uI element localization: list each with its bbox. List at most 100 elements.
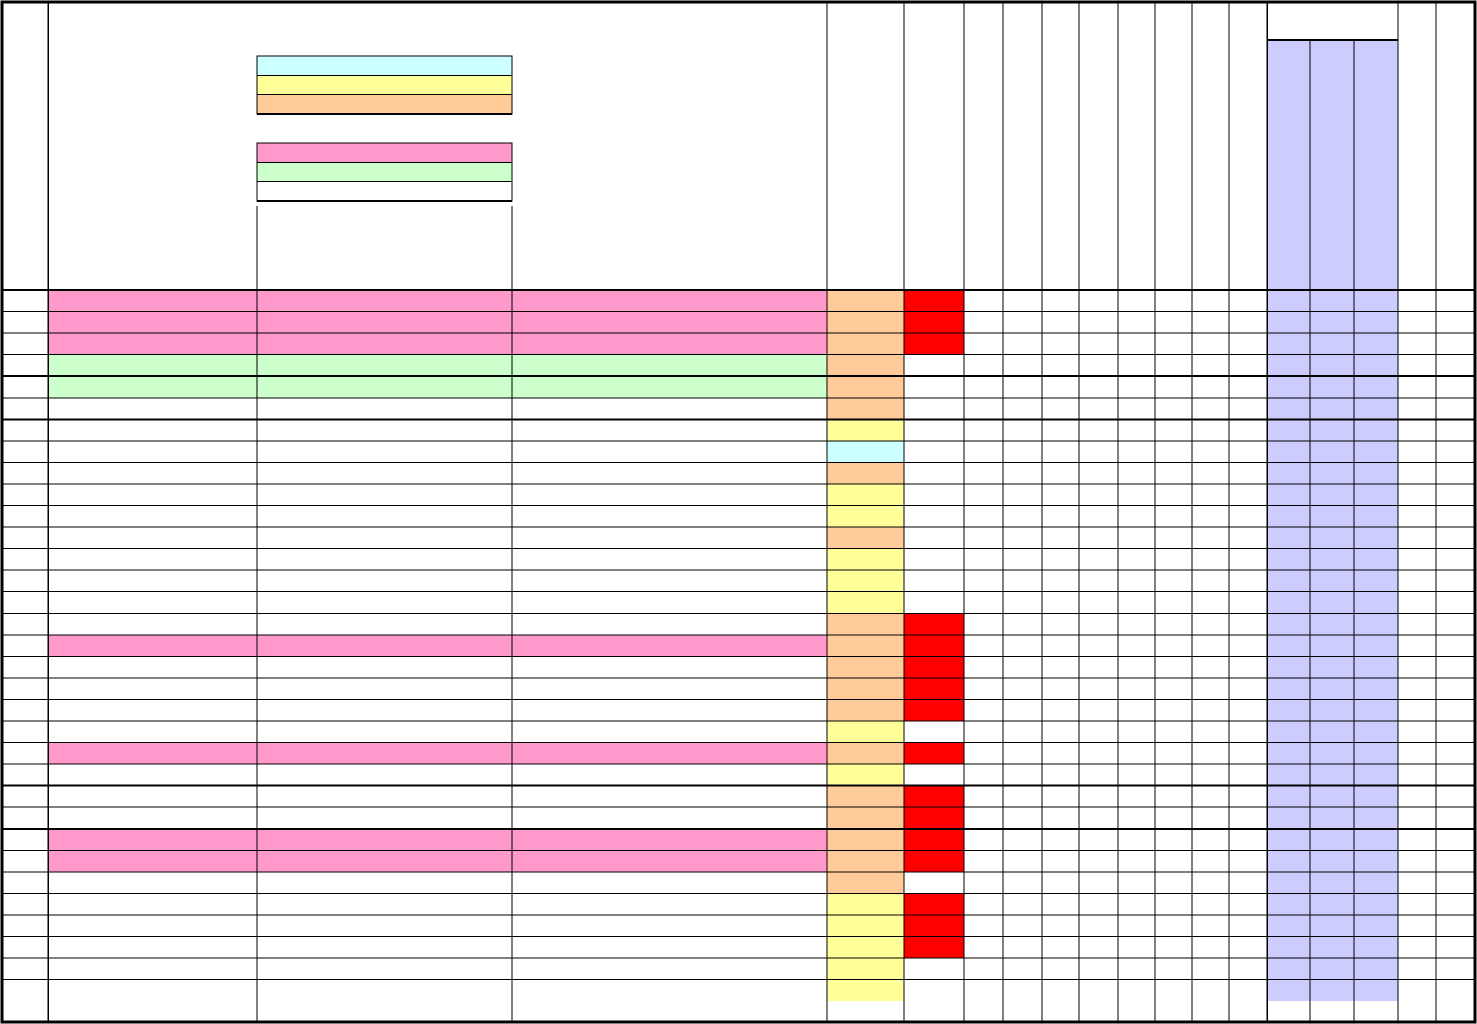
lavender-cell[interactable]: [1267, 850, 1398, 872]
status-cell[interactable]: [827, 462, 904, 484]
status-cell[interactable]: [827, 979, 904, 1002]
status-cell[interactable]: [827, 699, 904, 721]
lavender-cell[interactable]: [1267, 376, 1398, 398]
flag-cell[interactable]: [904, 785, 964, 808]
status-cell[interactable]: [827, 871, 904, 894]
status-cell[interactable]: [827, 397, 904, 420]
lavender-cell[interactable]: [1267, 462, 1398, 484]
legend-swatch-green: [257, 162, 512, 182]
lavender-cell[interactable]: [1267, 764, 1398, 786]
lavender-cell[interactable]: [1267, 419, 1398, 441]
row-band-cell[interactable]: [48, 354, 827, 377]
flag-cell[interactable]: [904, 311, 964, 334]
status-cell[interactable]: [827, 634, 904, 657]
lavender-cell[interactable]: [1267, 807, 1398, 829]
lavender-cell[interactable]: [1267, 958, 1398, 980]
status-cell[interactable]: [827, 527, 904, 549]
lavender-cell[interactable]: [1267, 721, 1398, 743]
flag-cell[interactable]: [904, 936, 964, 959]
lavender-cell[interactable]: [1267, 828, 1398, 851]
flag-cell[interactable]: [904, 742, 964, 765]
status-cell[interactable]: [827, 828, 904, 851]
row-band-cell[interactable]: [48, 311, 827, 334]
row-band-cell[interactable]: [48, 828, 827, 851]
row-band-cell[interactable]: [48, 742, 827, 765]
legend-swatch-orange: [257, 94, 512, 114]
status-cell[interactable]: [827, 656, 904, 678]
lavender-cell[interactable]: [1267, 397, 1398, 420]
flag-cell[interactable]: [904, 333, 964, 355]
lavender-cell[interactable]: [1267, 591, 1398, 614]
lavender-cell[interactable]: [1267, 634, 1398, 657]
row-band-cell[interactable]: [48, 376, 827, 398]
lavender-cell[interactable]: [1267, 914, 1398, 937]
lavender-cell[interactable]: [1267, 785, 1398, 808]
flag-cell[interactable]: [904, 807, 964, 829]
lavender-cell[interactable]: [1267, 311, 1398, 334]
flag-cell[interactable]: [904, 914, 964, 937]
status-cell[interactable]: [827, 354, 904, 377]
status-cell[interactable]: [827, 893, 904, 915]
status-cell[interactable]: [827, 591, 904, 614]
status-cell[interactable]: [827, 721, 904, 743]
status-cell[interactable]: [827, 936, 904, 959]
row-band-cell[interactable]: [48, 333, 827, 355]
legend-swatch-cyan: [257, 56, 512, 76]
status-cell[interactable]: [827, 958, 904, 980]
status-cell[interactable]: [827, 376, 904, 398]
status-cell[interactable]: [827, 850, 904, 872]
lavender-cell[interactable]: [1267, 505, 1398, 528]
lavender-cell[interactable]: [1267, 699, 1398, 721]
flag-cell[interactable]: [904, 699, 964, 721]
status-cell[interactable]: [827, 440, 904, 463]
row-band-cell[interactable]: [48, 850, 827, 872]
lavender-cell[interactable]: [1267, 483, 1398, 506]
row-band-cell[interactable]: [48, 290, 827, 312]
legend-swatch-pink: [257, 143, 512, 163]
lavender-cell[interactable]: [1267, 440, 1398, 463]
lavender-cell[interactable]: [1267, 871, 1398, 894]
flag-cell[interactable]: [904, 613, 964, 635]
flag-cell[interactable]: [904, 850, 964, 872]
flag-cell[interactable]: [904, 290, 964, 312]
flag-cell[interactable]: [904, 828, 964, 851]
status-cell[interactable]: [827, 419, 904, 441]
lavender-cell[interactable]: [1267, 354, 1398, 377]
lavender-cell[interactable]: [1267, 677, 1398, 700]
lavender-cell[interactable]: [1267, 893, 1398, 915]
status-cell[interactable]: [827, 311, 904, 334]
row-band-cell[interactable]: [48, 634, 827, 657]
status-cell[interactable]: [827, 914, 904, 937]
lavender-cell[interactable]: [1267, 936, 1398, 959]
header-group-cell: [1267, 40, 1398, 290]
status-cell[interactable]: [827, 570, 904, 592]
flag-cell[interactable]: [904, 677, 964, 700]
status-cell[interactable]: [827, 290, 904, 312]
status-cell[interactable]: [827, 483, 904, 506]
status-cell[interactable]: [827, 807, 904, 829]
flag-cell[interactable]: [904, 634, 964, 657]
status-cell[interactable]: [827, 764, 904, 786]
status-cell[interactable]: [827, 742, 904, 765]
lavender-cell[interactable]: [1267, 613, 1398, 635]
status-cell[interactable]: [827, 785, 904, 808]
lavender-cell[interactable]: [1267, 333, 1398, 355]
status-cell[interactable]: [827, 505, 904, 528]
lavender-cell[interactable]: [1267, 290, 1398, 312]
status-cell[interactable]: [827, 548, 904, 571]
lavender-cell[interactable]: [1267, 656, 1398, 678]
lavender-cell[interactable]: [1267, 570, 1398, 592]
status-cell[interactable]: [827, 333, 904, 355]
legend-swatch-yellow: [257, 75, 512, 95]
status-cell[interactable]: [827, 613, 904, 635]
flag-cell[interactable]: [904, 893, 964, 915]
lavender-cell[interactable]: [1267, 742, 1398, 765]
lavender-cell[interactable]: [1267, 527, 1398, 549]
status-cell[interactable]: [827, 677, 904, 700]
lavender-cell[interactable]: [1267, 979, 1398, 1002]
flag-cell[interactable]: [904, 656, 964, 678]
lavender-cell[interactable]: [1267, 548, 1398, 571]
